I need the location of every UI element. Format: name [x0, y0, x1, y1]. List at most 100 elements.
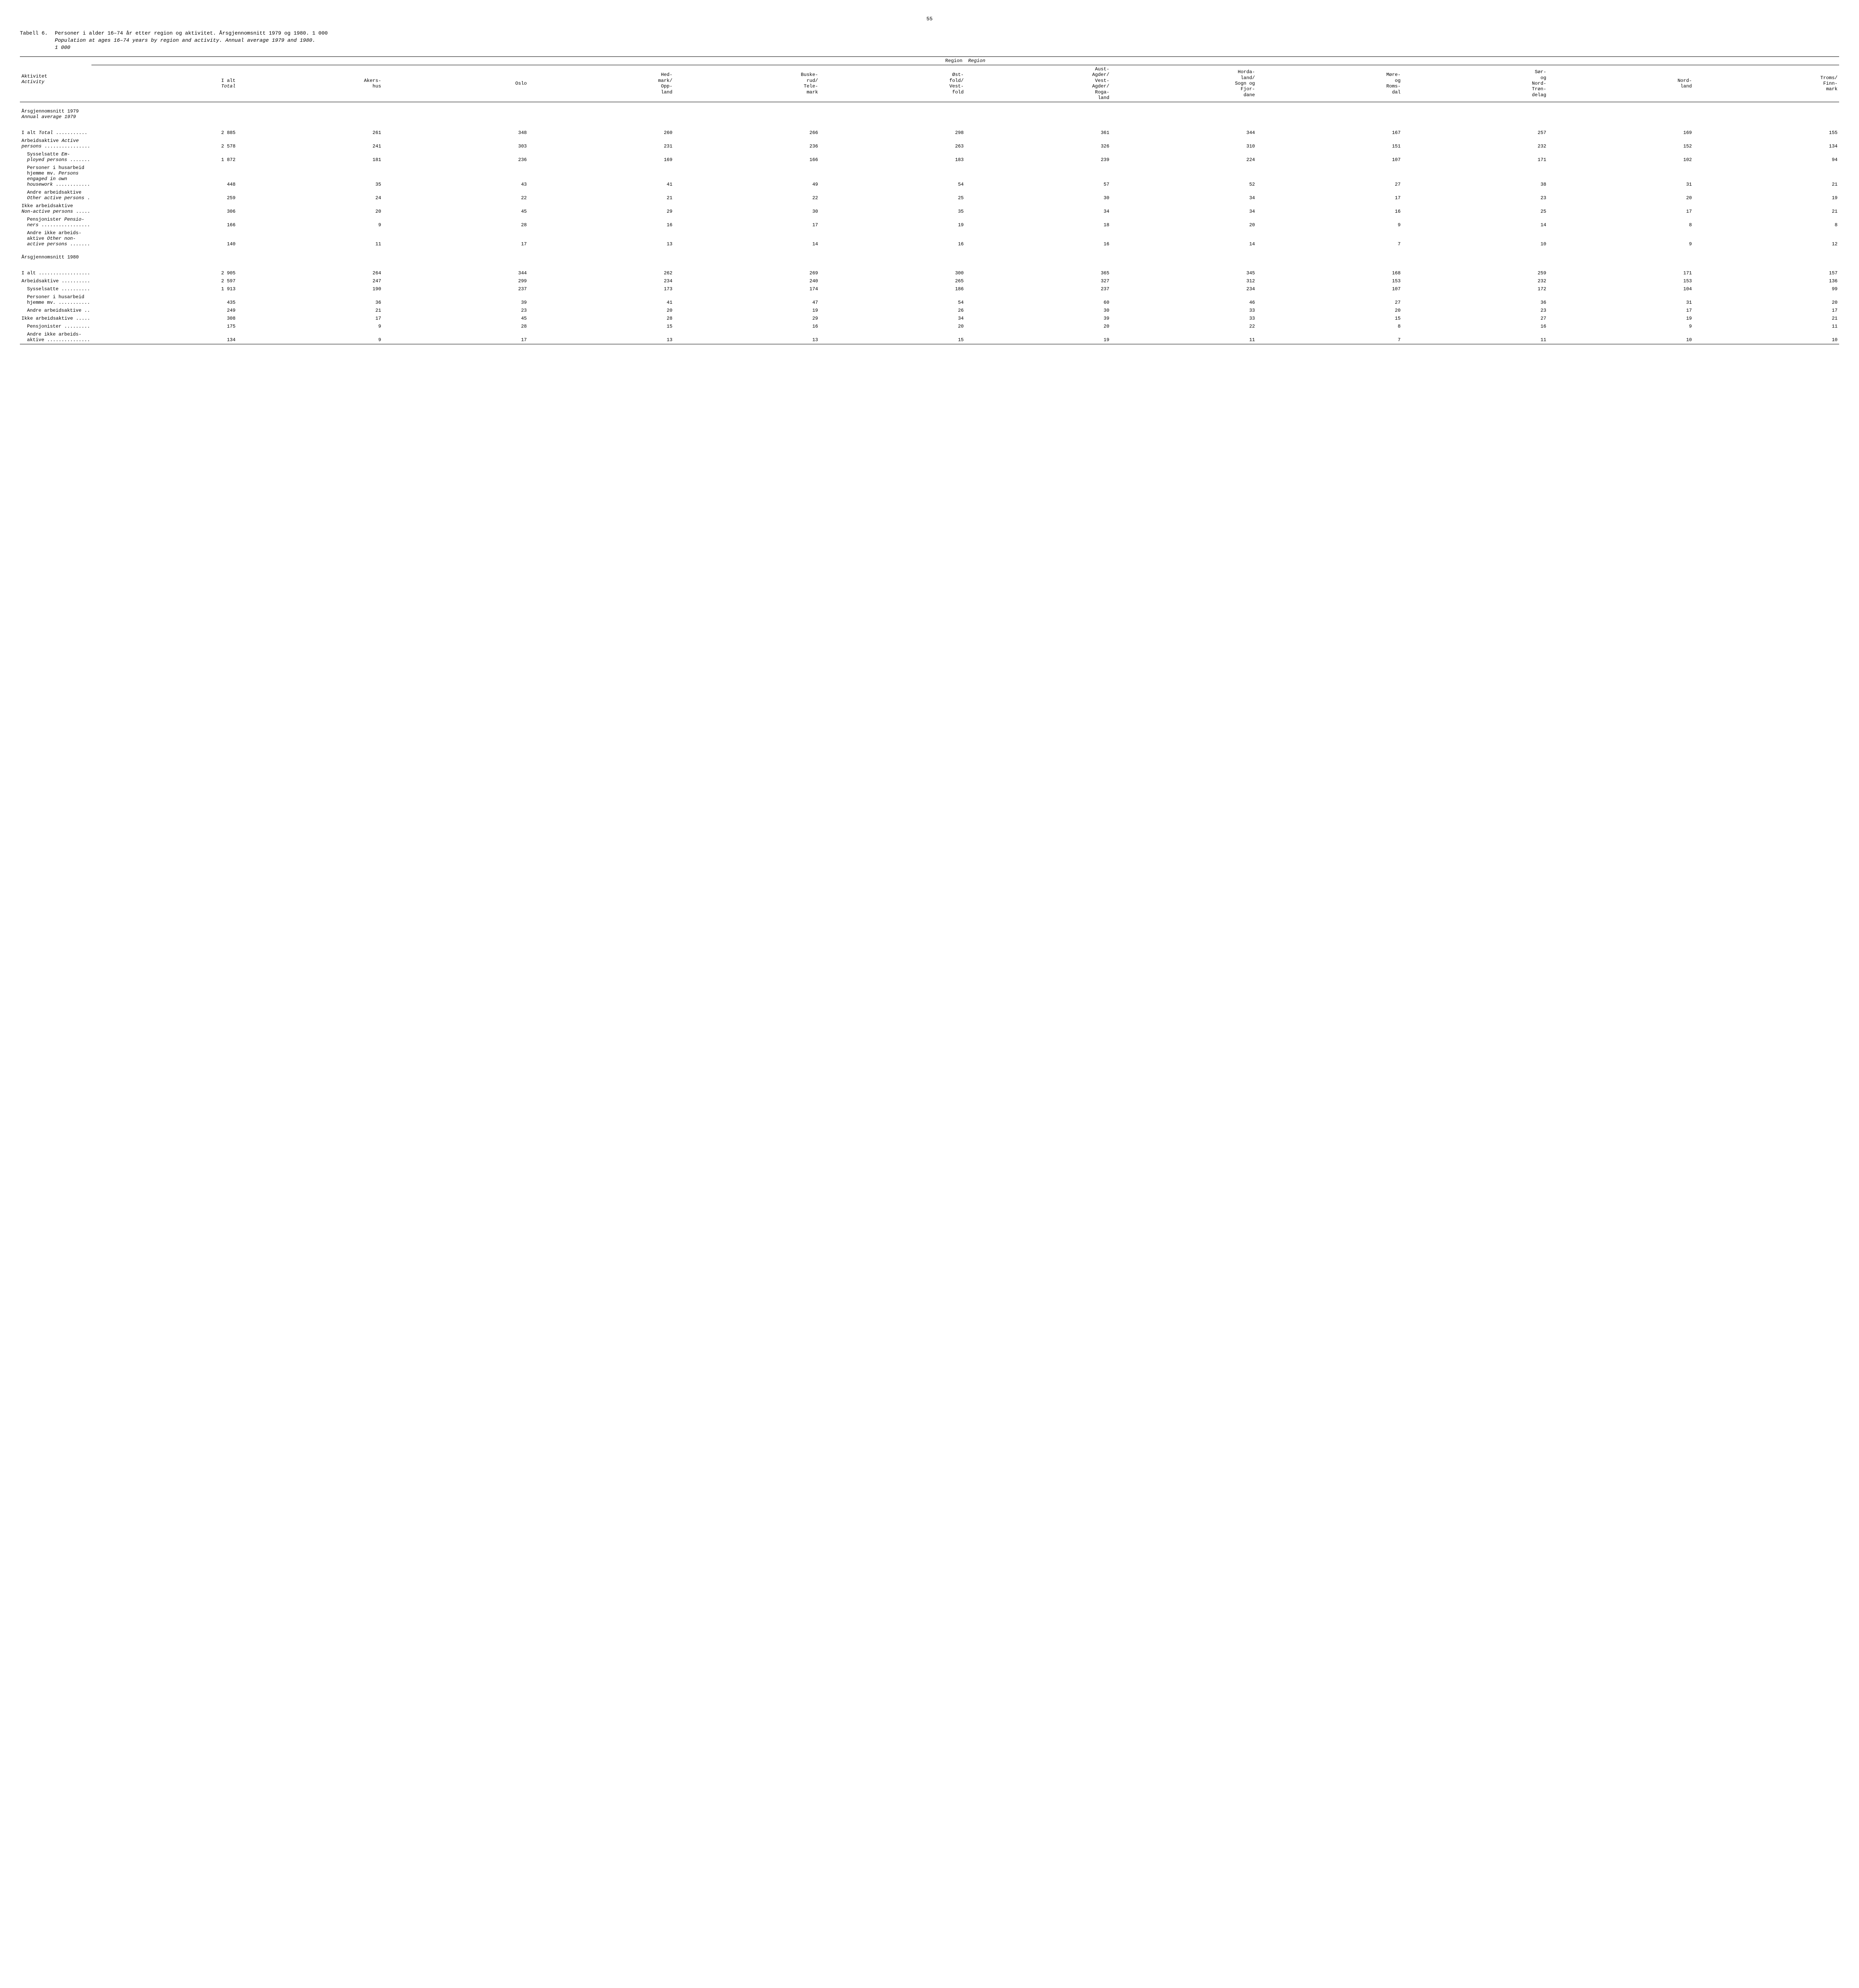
cell: 10	[1548, 330, 1693, 344]
cell: 241	[237, 137, 382, 150]
cell: 134	[91, 330, 237, 344]
col-header-2: Oslo	[383, 65, 528, 102]
page-number: 55	[20, 16, 1839, 22]
cell: 45	[383, 202, 528, 215]
cell: 34	[965, 202, 1111, 215]
cell: 107	[1257, 285, 1402, 293]
row-label: I alt ..................	[20, 269, 91, 277]
cell: 15	[528, 322, 674, 330]
cell: 168	[1257, 269, 1402, 277]
cell: 28	[383, 322, 528, 330]
cell: 102	[1548, 150, 1693, 164]
cell: 29	[674, 315, 819, 322]
row-label: Arbeidsaktive Activepersons ............…	[20, 137, 91, 150]
cell: 231	[528, 137, 674, 150]
cell: 14	[1111, 229, 1256, 248]
cell: 19	[820, 215, 965, 229]
cell: 14	[674, 229, 819, 248]
cell: 16	[528, 215, 674, 229]
cell: 20	[965, 322, 1111, 330]
cell: 16	[820, 229, 965, 248]
cell: 303	[383, 137, 528, 150]
cell: 27	[1402, 315, 1548, 322]
cell: 151	[1257, 137, 1402, 150]
cell: 13	[528, 229, 674, 248]
cell: 300	[820, 269, 965, 277]
cell: 9	[237, 330, 382, 344]
cell: 17	[383, 330, 528, 344]
cell: 54	[820, 293, 965, 307]
cell: 2 578	[91, 137, 237, 150]
cell: 234	[528, 277, 674, 285]
cell: 41	[528, 164, 674, 188]
col-region: Region Region	[91, 56, 1839, 65]
row-label: Pensjonister Pensio-ners ...............…	[20, 215, 91, 229]
cell: 21	[1694, 315, 1839, 322]
cell: 107	[1257, 150, 1402, 164]
cell: 23	[383, 307, 528, 315]
cell: 35	[237, 164, 382, 188]
cell: 34	[1111, 202, 1256, 215]
cell: 344	[1111, 129, 1256, 137]
col-header-6: Aust-Agder/Vest-Agder/Roga-land	[965, 65, 1111, 102]
cell: 17	[674, 215, 819, 229]
cell: 19	[1694, 188, 1839, 202]
cell: 20	[820, 322, 965, 330]
cell: 174	[674, 285, 819, 293]
cell: 33	[1111, 315, 1256, 322]
cell: 31	[1548, 293, 1693, 307]
cell: 54	[820, 164, 965, 188]
cell: 166	[91, 215, 237, 229]
cell: 172	[1402, 285, 1548, 293]
cell: 306	[91, 202, 237, 215]
cell: 28	[528, 315, 674, 322]
cell: 344	[383, 269, 528, 277]
cell: 308	[91, 315, 237, 322]
cell: 237	[965, 285, 1111, 293]
cell: 27	[1257, 293, 1402, 307]
cell: 157	[1694, 269, 1839, 277]
cell: 22	[1111, 322, 1256, 330]
cell: 104	[1548, 285, 1693, 293]
col-header-8: Møre-ogRoms-dal	[1257, 65, 1402, 102]
cell: 17	[1694, 307, 1839, 315]
cell: 23	[1402, 307, 1548, 315]
cell: 166	[674, 150, 819, 164]
col-header-10: Nord-land	[1548, 65, 1693, 102]
cell: 247	[237, 277, 382, 285]
cell: 8	[1694, 215, 1839, 229]
cell: 310	[1111, 137, 1256, 150]
cell: 29	[528, 202, 674, 215]
cell: 45	[383, 315, 528, 322]
cell: 249	[91, 307, 237, 315]
cell: 46	[1111, 293, 1256, 307]
cell: 264	[237, 269, 382, 277]
cell: 9	[237, 322, 382, 330]
cell: 20	[1548, 188, 1693, 202]
section-heading: Årsgjennomsnitt 1980	[20, 248, 1839, 261]
cell: 47	[674, 293, 819, 307]
row-label: Personer i husarbeidhjemme mv. Personsen…	[20, 164, 91, 188]
cell: 134	[1694, 137, 1839, 150]
cell: 265	[820, 277, 965, 285]
cell: 2 597	[91, 277, 237, 285]
col-header-1: Akers-hus	[237, 65, 382, 102]
cell: 17	[1548, 307, 1693, 315]
cell: 17	[1257, 188, 1402, 202]
col-header-11: Troms/Finn-mark	[1694, 65, 1839, 102]
col-header-9: Sør-ogNord-Trøn-delag	[1402, 65, 1548, 102]
cell: 16	[965, 229, 1111, 248]
cell: 232	[1402, 277, 1548, 285]
cell: 13	[528, 330, 674, 344]
cell: 326	[965, 137, 1111, 150]
section-heading: Årsgjennomsnitt 1979Annual average 1979	[20, 102, 1839, 121]
cell: 35	[820, 202, 965, 215]
cell: 30	[965, 188, 1111, 202]
cell: 365	[965, 269, 1111, 277]
cell: 186	[820, 285, 965, 293]
cell: 41	[528, 293, 674, 307]
cell: 27	[1257, 164, 1402, 188]
row-label: Ikke arbeidsaktiveNon-active persons ...…	[20, 202, 91, 215]
row-label: Andre ikke arbeids-aktive Other non-acti…	[20, 229, 91, 248]
cell: 11	[237, 229, 382, 248]
